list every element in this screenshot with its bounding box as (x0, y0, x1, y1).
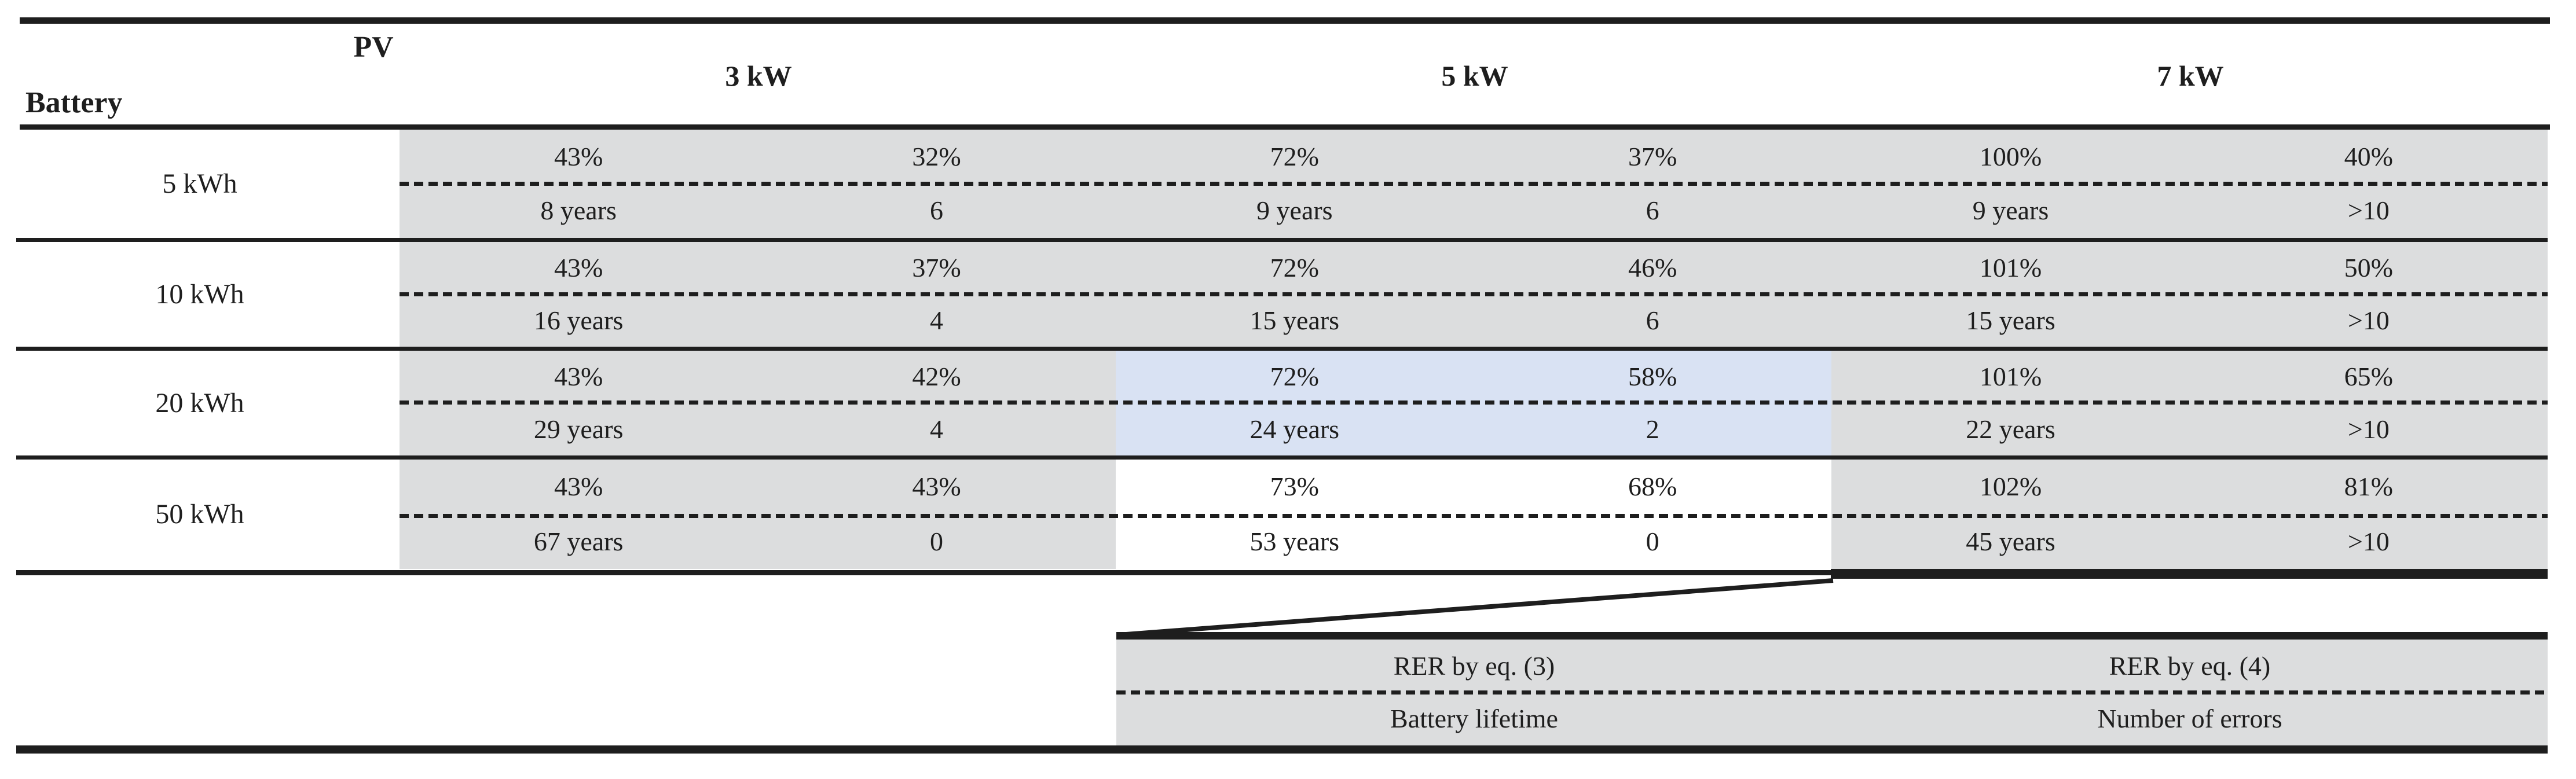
rer-value: 101% (1979, 253, 2042, 283)
rer-value: 65% (2344, 362, 2393, 392)
rer-value: 43% (554, 362, 603, 392)
errors-value: 4 (929, 414, 943, 444)
rer-value: 43% (912, 472, 961, 502)
lifetime-value: 8 years (540, 196, 617, 226)
rer-value: 102% (1979, 472, 2042, 502)
row-label-50kwh: 50 kWh (155, 499, 244, 530)
rer-value: 43% (554, 472, 603, 502)
row-label-10kwh: 10 kWh (155, 279, 244, 310)
rer-value: 81% (2344, 472, 2393, 502)
errors-value: >10 (2347, 305, 2390, 335)
rer-value: 37% (1628, 141, 1677, 171)
lifetime-value: 15 years (1966, 305, 2055, 335)
lifetime-value: 45 years (1966, 526, 2055, 556)
column-header-3kw: 3 kW (725, 60, 792, 92)
rer-value: 72% (1270, 362, 1319, 392)
errors-value: 6 (1646, 305, 1659, 335)
row-1-dashed-divider (400, 182, 2548, 186)
lifetime-value: 67 years (533, 526, 624, 556)
legend-rer-eq4: RER by eq. (4) (2109, 651, 2271, 681)
row-3-dashed-divider (400, 400, 2548, 405)
lifetime-value: 15 years (1249, 305, 1340, 335)
row-4-dashed-divider (400, 514, 2548, 518)
header-rule (20, 124, 2550, 130)
rer-value: 43% (554, 141, 603, 171)
errors-value: 2 (1646, 414, 1659, 444)
rer-value: 72% (1270, 141, 1319, 171)
errors-value: >10 (2347, 414, 2390, 444)
row-separator-1 (16, 238, 2548, 242)
lifetime-value: 9 years (1256, 196, 1333, 226)
table-bottom-rule (16, 570, 2548, 575)
row-label-5kwh: 5 kWh (162, 168, 237, 199)
battery-axis-label: Battery (25, 86, 123, 119)
rer-value: 100% (1979, 141, 2042, 171)
legend-battery-lifetime: Battery lifetime (1390, 704, 1558, 734)
rer-value: 32% (912, 141, 961, 171)
lifetime-value: 53 years (1249, 526, 1340, 556)
row-separator-3 (16, 455, 2548, 460)
rer-value: 40% (2344, 141, 2393, 171)
table-bottom-thick-7kw (1831, 569, 2548, 579)
errors-value: 6 (1646, 196, 1659, 226)
legend-rer-eq3: RER by eq. (3) (1393, 651, 1555, 681)
rer-value: 37% (912, 253, 961, 283)
lifetime-value: 9 years (1972, 196, 2049, 226)
row-label-20kwh: 20 kWh (155, 388, 244, 418)
rer-value: 72% (1270, 253, 1319, 283)
lifetime-value: 24 years (1249, 414, 1340, 444)
rer-value: 50% (2344, 253, 2393, 283)
lifetime-value: 22 years (1966, 414, 2055, 444)
errors-value: 4 (929, 305, 943, 335)
column-header-5kw: 5 kW (1441, 60, 1508, 92)
rer-value: 43% (554, 253, 603, 283)
rer-value: 42% (912, 362, 961, 392)
row-separator-2 (16, 347, 2548, 351)
row-2-dashed-divider (400, 292, 2548, 296)
figure-bottom-rule (16, 745, 2548, 754)
column-header-7kw: 7 kW (2157, 60, 2224, 92)
rer-value: 73% (1270, 472, 1319, 502)
lifetime-value: 29 years (533, 414, 624, 444)
errors-value: 6 (929, 196, 943, 226)
rer-value: 101% (1979, 362, 2042, 392)
legend-number-of-errors: Number of errors (2097, 704, 2282, 734)
errors-value: >10 (2347, 196, 2390, 226)
rer-value: 46% (1628, 253, 1677, 283)
rer-value: 58% (1628, 362, 1677, 392)
legend-top-bar (1116, 632, 2548, 640)
legend-dashed-divider (1116, 690, 2548, 695)
top-rule (20, 17, 2550, 24)
lifetime-value: 16 years (533, 305, 624, 335)
errors-value: 0 (929, 526, 943, 556)
errors-value: >10 (2347, 526, 2390, 556)
pv-axis-label: PV (353, 31, 394, 64)
rer-value: 68% (1628, 472, 1677, 502)
errors-value: 0 (1646, 526, 1659, 556)
